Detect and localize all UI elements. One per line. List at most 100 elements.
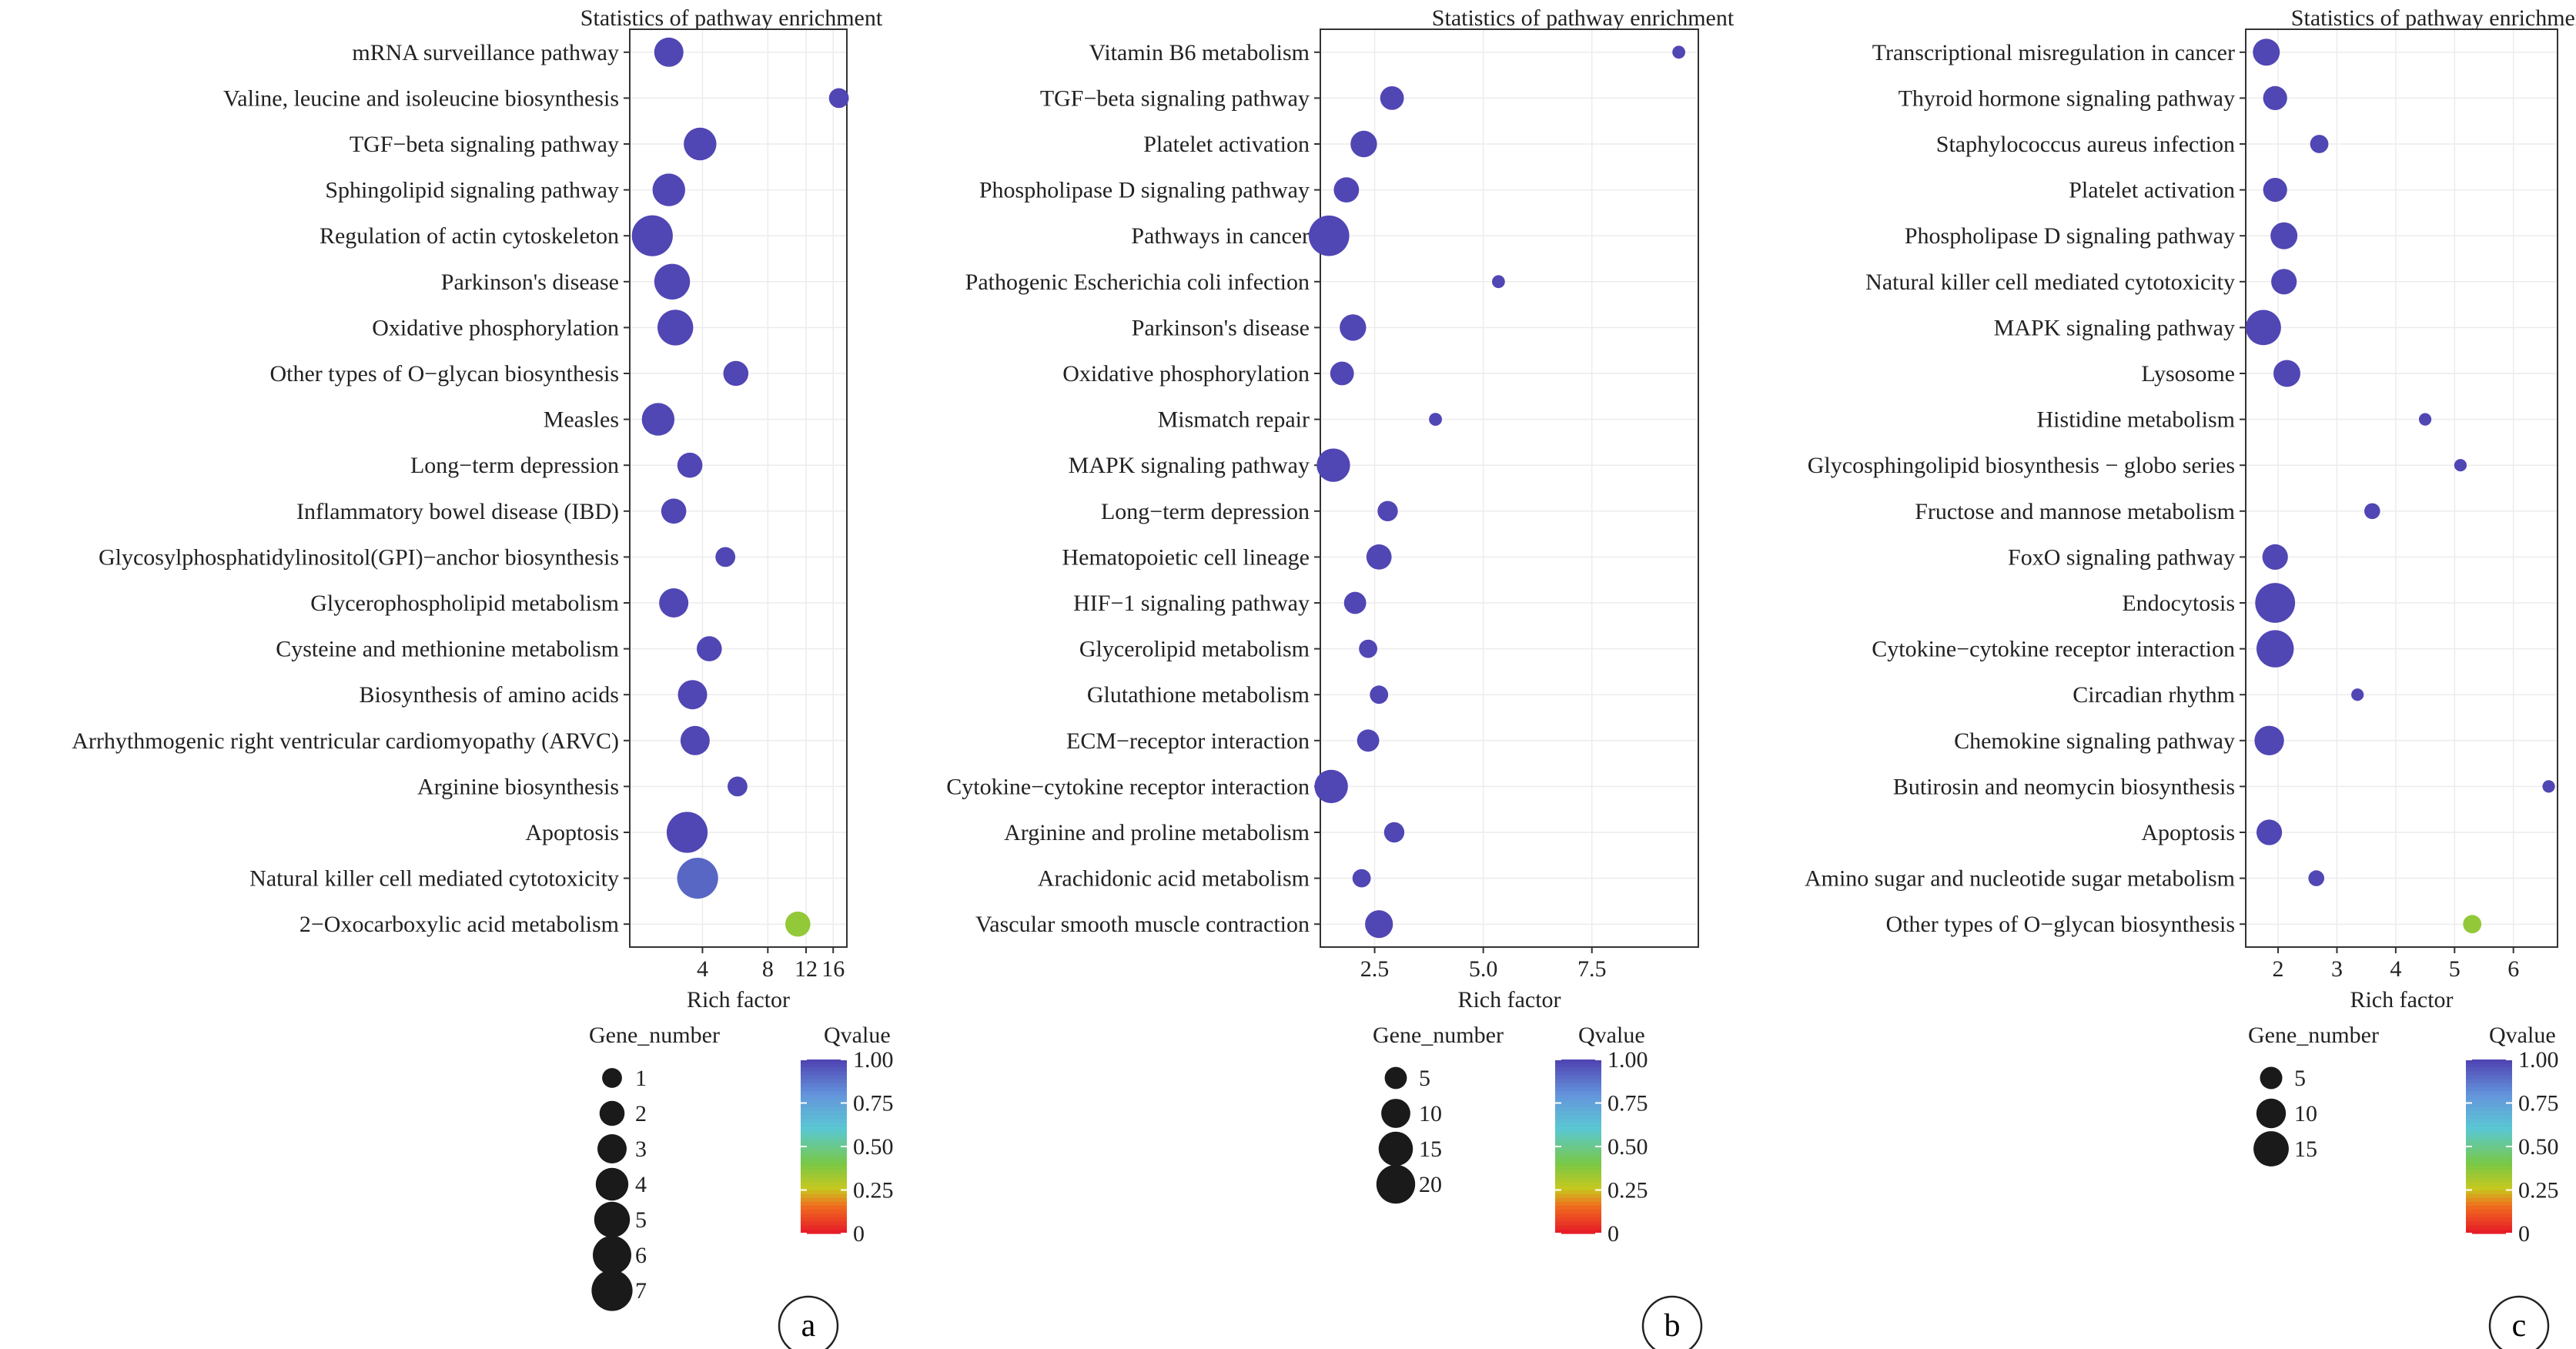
data-point bbox=[2463, 915, 2482, 934]
color-legend-segment bbox=[2466, 1083, 2512, 1088]
color-legend-segment bbox=[801, 1193, 847, 1199]
y-tick-label: Platelet activation bbox=[1143, 132, 1310, 157]
y-tick-label: Other types of O−glycan biosynthesis bbox=[269, 361, 619, 387]
color-legend-segment bbox=[1555, 1166, 1601, 1171]
color-legend-segment bbox=[1555, 1134, 1601, 1140]
color-legend-segment bbox=[801, 1190, 847, 1195]
y-tick-label: Glycerophospholipid metabolism bbox=[310, 591, 619, 616]
color-legend-segment bbox=[801, 1126, 847, 1132]
color-legend-segment bbox=[801, 1201, 847, 1207]
color-legend-segment bbox=[801, 1225, 847, 1230]
y-tick-label: Arginine biosynthesis bbox=[417, 774, 619, 799]
color-legend-segment bbox=[2466, 1142, 2512, 1147]
data-point bbox=[1370, 685, 1389, 705]
color-legend-label: 0 bbox=[1607, 1221, 1619, 1247]
color-legend-label: 0.50 bbox=[1607, 1134, 1648, 1160]
x-tick-label: 7.5 bbox=[1577, 956, 1607, 982]
color-legend-segment bbox=[1555, 1075, 1601, 1080]
color-legend-segment bbox=[1555, 1182, 1601, 1187]
y-tick-label: Glutathione metabolism bbox=[1087, 682, 1310, 708]
y-tick-label: Vascular smooth muscle contraction bbox=[975, 912, 1310, 937]
y-tick-label: Thyroid hormone signaling pathway bbox=[1899, 85, 2235, 111]
color-legend-segment bbox=[801, 1071, 847, 1076]
color-legend-segment bbox=[801, 1170, 847, 1175]
y-tick-label: Amino sugar and nucleotide sugar metabol… bbox=[1805, 866, 2235, 892]
data-point bbox=[728, 776, 748, 797]
color-legend-title: Qvalue bbox=[824, 1023, 891, 1048]
color-legend-segment bbox=[1555, 1067, 1601, 1073]
y-tick-label: Oxidative phosphorylation bbox=[1062, 361, 1310, 387]
y-tick-label: Pathways in cancer bbox=[1131, 223, 1310, 249]
chart-title: Statistics of pathway enrichment bbox=[1432, 5, 1735, 31]
color-legend-segment bbox=[2466, 1173, 2512, 1179]
y-tick-label: Other types of O−glycan biosynthesis bbox=[1885, 912, 2235, 937]
size-legend-dot bbox=[1384, 1066, 1407, 1090]
data-point bbox=[677, 452, 703, 478]
data-point bbox=[2308, 870, 2324, 886]
color-legend-segment bbox=[1555, 1150, 1601, 1155]
y-tick-label: Long−term depression bbox=[410, 453, 619, 478]
color-legend-segment bbox=[1555, 1091, 1601, 1096]
color-legend-segment bbox=[2466, 1079, 2512, 1084]
data-point bbox=[1383, 822, 1405, 843]
size-legend-label: 6 bbox=[635, 1243, 647, 1268]
color-legend-segment bbox=[1555, 1059, 1601, 1064]
size-legend-label: 10 bbox=[1419, 1101, 1442, 1126]
color-legend-segment bbox=[1555, 1154, 1601, 1160]
y-tick-label: Phospholipase D signaling pathway bbox=[1905, 223, 2235, 249]
color-legend-label: 0.25 bbox=[1607, 1178, 1648, 1203]
size-legend-dot bbox=[1376, 1164, 1416, 1204]
chart-panel-c: Statistics of pathway enrichment Transcri… bbox=[1805, 5, 2576, 1349]
color-legend-label: 0 bbox=[853, 1221, 865, 1247]
y-tick-label: Cytokine−cytokine receptor interaction bbox=[1872, 637, 2235, 662]
data-point bbox=[1365, 910, 1393, 939]
color-legend-segment bbox=[801, 1059, 847, 1064]
y-tick-label: MAPK signaling pathway bbox=[1069, 453, 1310, 478]
data-point bbox=[828, 88, 849, 109]
data-point bbox=[1380, 86, 1404, 110]
color-legend-label: 0.25 bbox=[2518, 1178, 2559, 1203]
y-tick-label: Endocytosis bbox=[2122, 591, 2235, 616]
x-tick-label: 6 bbox=[2507, 956, 2519, 982]
color-legend-segment bbox=[2466, 1201, 2512, 1207]
color-legend-segment bbox=[1555, 1086, 1601, 1092]
color-legend-segment bbox=[1555, 1221, 1601, 1227]
y-tick-label: 2−Oxocarboxylic acid metabolism bbox=[299, 912, 619, 937]
size-legend-label: 20 bbox=[1419, 1172, 1442, 1197]
size-legend-label: 4 bbox=[635, 1172, 647, 1197]
panel-label: b bbox=[1664, 1308, 1681, 1344]
color-legend-label: 0.50 bbox=[853, 1134, 894, 1160]
data-point bbox=[654, 37, 684, 67]
x-tick-label: 2.5 bbox=[1360, 956, 1390, 982]
data-point bbox=[654, 263, 691, 300]
color-legend-segment bbox=[801, 1150, 847, 1155]
plot-area bbox=[1320, 28, 1699, 948]
data-point bbox=[1377, 500, 1398, 521]
color-legend-segment bbox=[2466, 1103, 2512, 1108]
y-tick-label: Histidine metabolism bbox=[2037, 407, 2235, 433]
color-legend-segment bbox=[801, 1079, 847, 1084]
plot-area bbox=[629, 28, 848, 948]
y-tick-label: Glycerolipid metabolism bbox=[1079, 637, 1310, 662]
x-tick-label: 4 bbox=[2390, 956, 2401, 982]
size-legend-label: 5 bbox=[2294, 1066, 2306, 1091]
data-point bbox=[1333, 177, 1360, 203]
color-legend-segment bbox=[801, 1103, 847, 1108]
size-legend-label: 5 bbox=[635, 1207, 647, 1233]
panel-label-circle bbox=[778, 1295, 839, 1349]
chart-panel-b: Statistics of pathway enrichment Vitamin … bbox=[946, 5, 1735, 1349]
data-point bbox=[1343, 591, 1367, 614]
y-tick-label: Valine, leucine and isoleucine biosynthe… bbox=[223, 85, 619, 111]
size-legend-dot bbox=[2253, 1131, 2289, 1167]
data-point bbox=[652, 173, 685, 206]
color-legend-segment bbox=[2466, 1067, 2512, 1073]
size-legend-label: 2 bbox=[635, 1101, 647, 1126]
color-legend-segment bbox=[801, 1197, 847, 1203]
color-legend-segment bbox=[1555, 1206, 1601, 1210]
x-tick-label: 5 bbox=[2449, 956, 2461, 982]
data-point bbox=[2256, 819, 2283, 845]
color-legend-segment bbox=[2466, 1134, 2512, 1140]
size-legend-dot bbox=[1378, 1131, 1413, 1167]
color-legend-segment bbox=[1555, 1103, 1601, 1108]
